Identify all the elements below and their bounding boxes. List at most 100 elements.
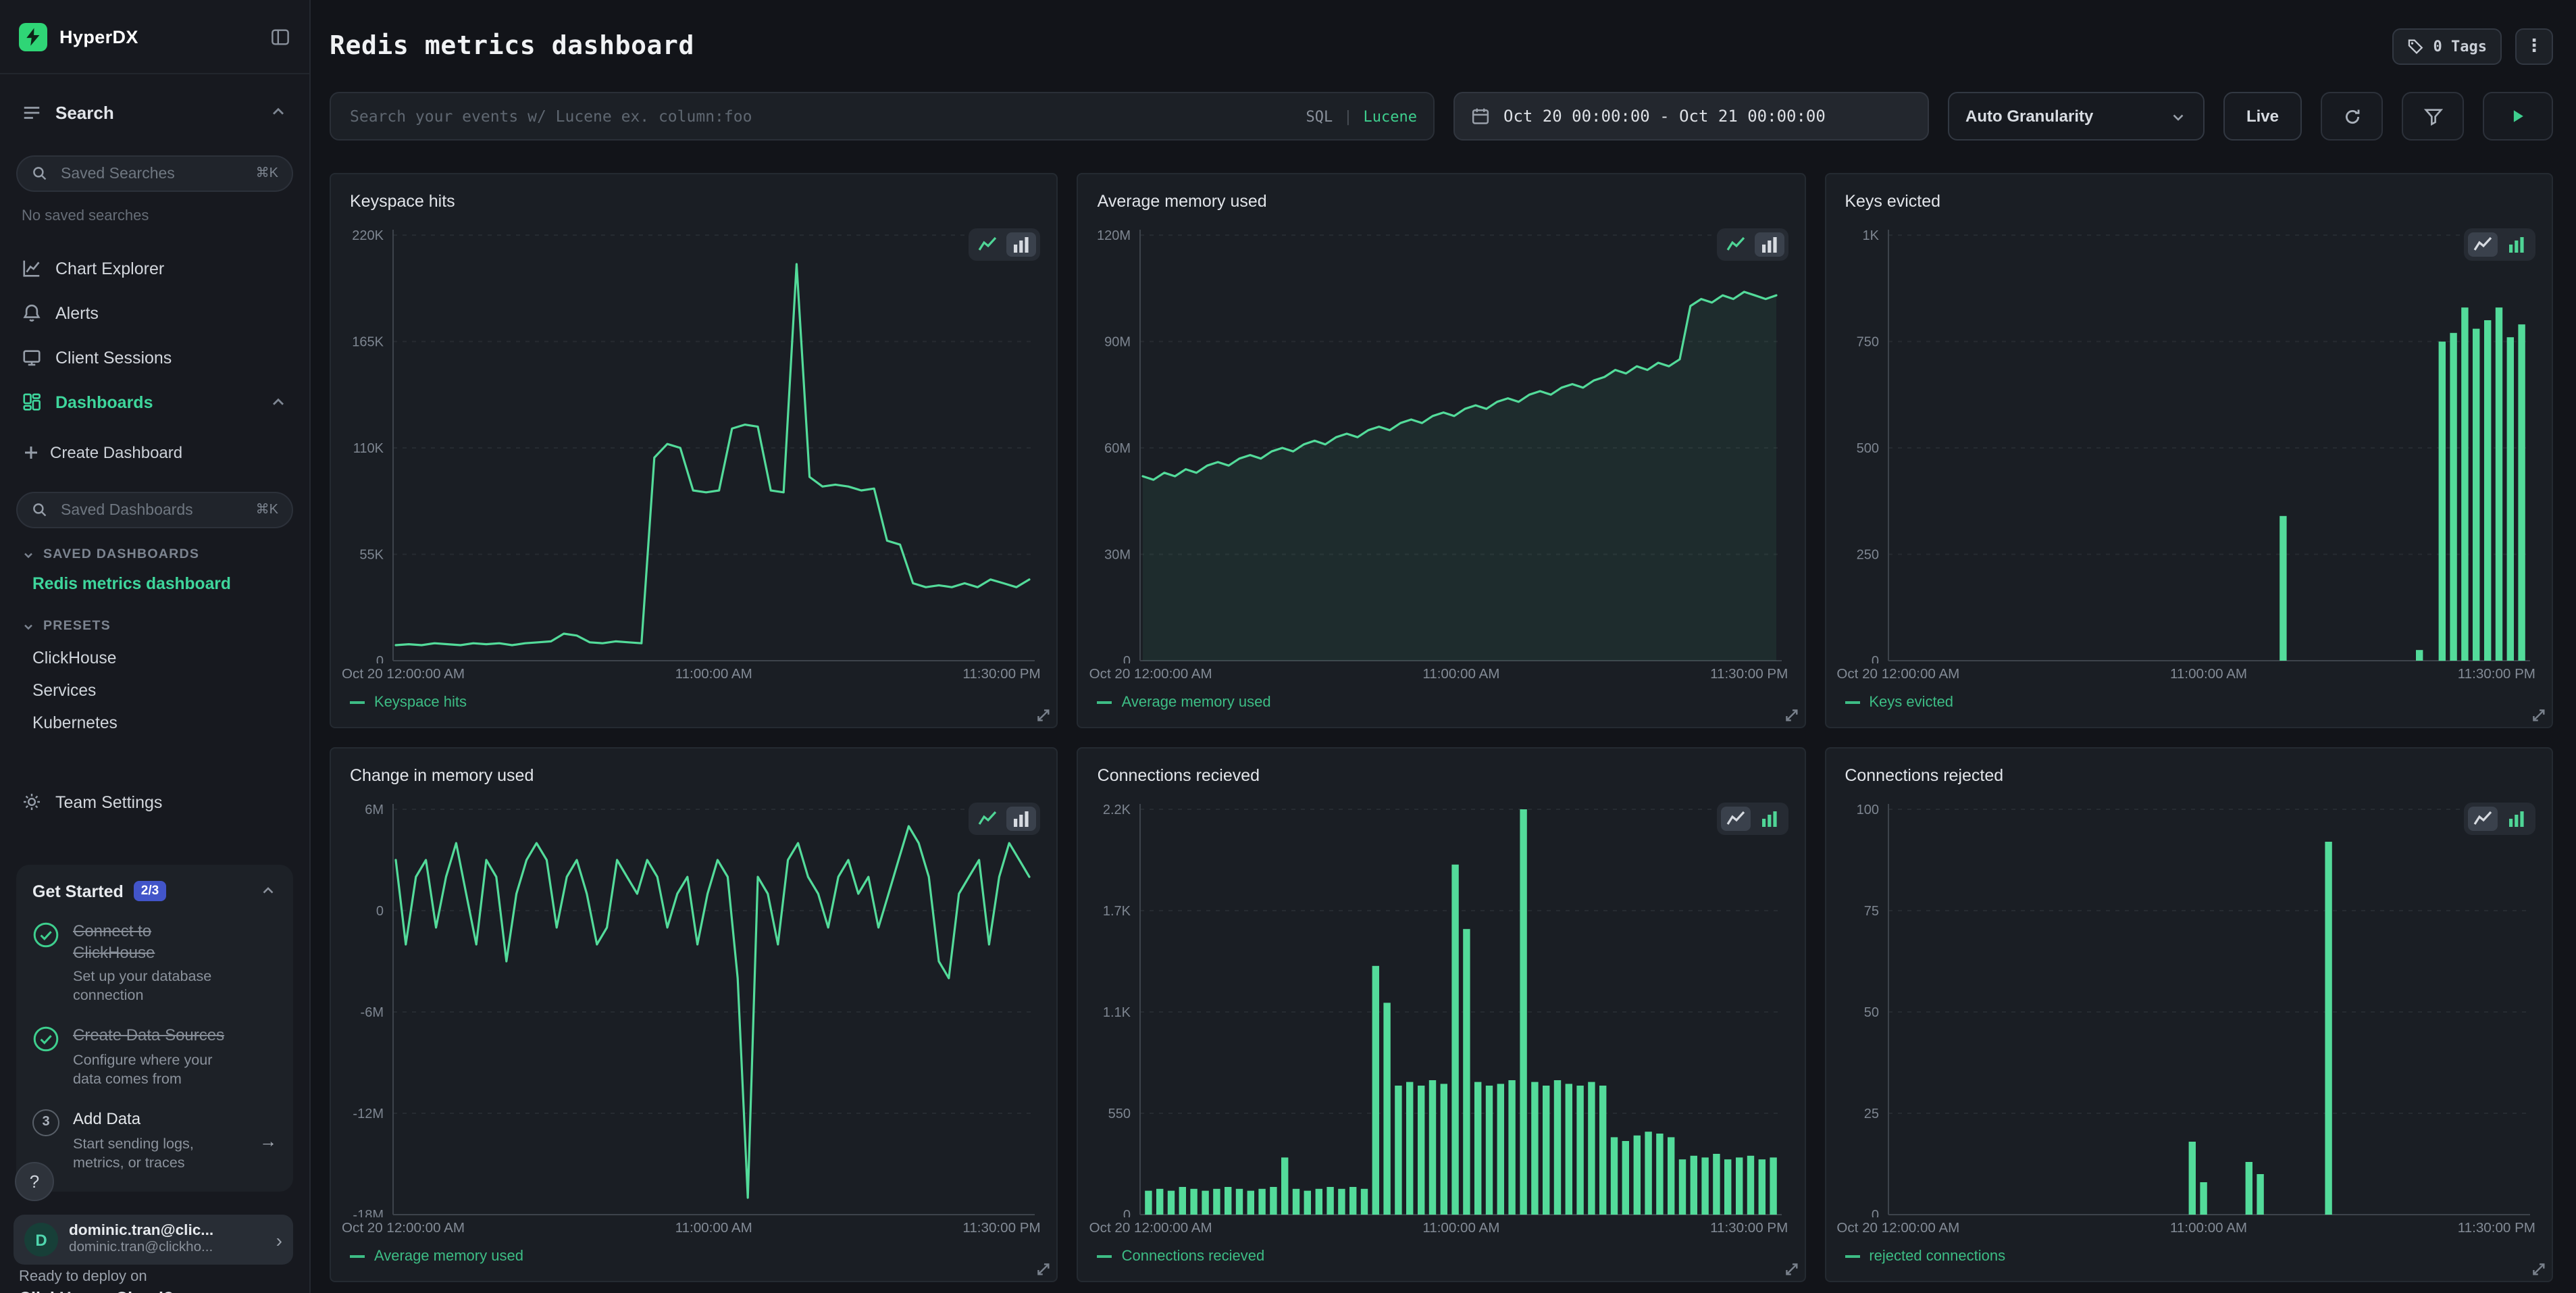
page-title: Redis metrics dashboard <box>330 31 694 61</box>
resize-handle[interactable] <box>2529 1259 2546 1277</box>
legend-line-swatch <box>350 1255 365 1258</box>
sidebar-item-chart-explorer[interactable]: Chart Explorer <box>0 246 309 290</box>
chart-type-toggle <box>1716 228 1788 261</box>
bar-chart-icon[interactable] <box>2502 807 2531 831</box>
chart-plot[interactable]: 05501.1K1.7K2.2K <box>1087 798 1791 1217</box>
sidebar-item-services[interactable]: Services <box>0 674 309 707</box>
logo-row: HyperDX <box>0 0 309 74</box>
chart-legend: Connections recieved <box>1098 1248 1805 1265</box>
chevron-down-icon <box>22 619 35 633</box>
line-chart-icon[interactable] <box>973 232 1003 257</box>
lucene-mode-toggle[interactable]: Lucene <box>1364 107 1418 125</box>
line-chart-icon[interactable] <box>2468 232 2498 257</box>
presets-section-header[interactable]: PRESETS <box>22 619 309 634</box>
search-icon <box>31 501 49 519</box>
sidebar-item-clickhouse[interactable]: ClickHouse <box>0 642 309 674</box>
legend-line-swatch <box>1845 701 1859 704</box>
sidebar-item-kubernetes[interactable]: Kubernetes <box>0 707 309 739</box>
svg-text:0: 0 <box>1124 1208 1131 1217</box>
arrow-right-icon[interactable]: → <box>259 1130 277 1150</box>
get-started-step-connect[interactable]: Connect to ClickHouse Set up your databa… <box>32 921 277 1006</box>
get-started-step-datasources[interactable]: Create Data Sources Configure where your… <box>32 1026 277 1089</box>
resize-handle[interactable] <box>1781 1259 1799 1277</box>
search-list-icon <box>22 102 42 122</box>
sidebar-item-alerts[interactable]: Alerts <box>0 290 309 335</box>
date-range-picker[interactable]: Oct 20 00:00:00 - Oct 21 00:00:00 <box>1453 92 1929 141</box>
collapse-sidebar-icon[interactable] <box>270 26 290 47</box>
saved-dashboards-input[interactable] <box>58 501 247 519</box>
bar-chart-icon[interactable] <box>1754 232 1784 257</box>
clickhouse-cloud-banner[interactable]: Ready to deploy on ClickHouse Cloud? <box>19 1269 174 1293</box>
line-chart-icon[interactable] <box>973 807 1003 831</box>
get-started-step-add-data[interactable]: 3 Add Data Start sending logs, metrics, … <box>32 1109 277 1172</box>
line-chart-icon[interactable] <box>1720 232 1750 257</box>
chart-type-toggle <box>2464 803 2535 835</box>
user-menu[interactable]: D dominic.tran@clic... dominic.tran@clic… <box>14 1215 293 1265</box>
resize-handle[interactable] <box>1034 705 1052 723</box>
play-icon <box>2508 107 2527 126</box>
plus-icon <box>23 445 39 461</box>
svg-text:1.7K: 1.7K <box>1104 904 1132 919</box>
bar-chart-icon[interactable] <box>1754 807 1784 831</box>
sql-mode-toggle[interactable]: SQL <box>1306 107 1333 125</box>
chevron-up-icon[interactable] <box>269 392 288 411</box>
bar-chart-icon[interactable] <box>1007 232 1037 257</box>
saved-dashboards-section-header[interactable]: SAVED DASHBOARDS <box>22 547 309 562</box>
search-icon <box>31 165 49 182</box>
svg-text:120M: 120M <box>1098 228 1131 243</box>
chevron-up-icon[interactable] <box>259 882 277 900</box>
more-menu-button[interactable]: ⋮ <box>2515 28 2553 64</box>
line-chart-icon[interactable] <box>2468 807 2498 831</box>
chart-legend: Average memory used <box>1098 694 1805 711</box>
chevron-up-icon[interactable] <box>269 103 288 122</box>
resize-handle[interactable] <box>2529 705 2546 723</box>
saved-searches-input-wrap: ⌘K <box>16 155 293 192</box>
resize-handle[interactable] <box>1034 1259 1052 1277</box>
panel-average-memory-used: Average memory used 030M60M90M120M Oct 2… <box>1077 173 1806 728</box>
svg-text:50: 50 <box>1863 1005 1878 1020</box>
svg-text:1K: 1K <box>1862 228 1879 243</box>
get-started-card: Get Started 2/3 Connect to ClickHouse Se… <box>16 865 293 1191</box>
chart-canvas: 02505007501K <box>1834 224 2538 663</box>
live-button[interactable]: Live <box>2223 92 2302 141</box>
sidebar-section-search[interactable]: Search <box>8 88 301 136</box>
resize-handle[interactable] <box>1781 705 1799 723</box>
presets-list: ClickHouse Services Kubernetes <box>0 642 309 739</box>
tags-button[interactable]: 0 Tags <box>2393 28 2502 64</box>
panel-keys-evicted: Keys evicted 02505007501K Oct 20 12:00:0… <box>1824 173 2553 728</box>
help-button[interactable]: ? <box>15 1162 54 1201</box>
panel-keyspace-hits: Keyspace hits 055K110K165K220K Oct 20 12… <box>330 173 1058 728</box>
check-circle-icon <box>32 921 59 948</box>
bar-chart-icon[interactable] <box>1007 807 1037 831</box>
sidebar-item-redis-dashboard[interactable]: Redis metrics dashboard <box>0 567 309 600</box>
chart-plot[interactable]: 030M60M90M120M <box>1087 224 1791 663</box>
chart-plot[interactable]: 0255075100 <box>1834 798 2538 1217</box>
refresh-button[interactable] <box>2321 92 2383 141</box>
run-query-button[interactable] <box>2483 92 2553 141</box>
chart-plot[interactable]: 02505007501K <box>1834 224 2538 663</box>
shortcut-hint: ⌘K <box>256 166 278 181</box>
chart-type-toggle <box>1716 803 1788 835</box>
granularity-select[interactable]: Auto Granularity <box>1948 92 2205 141</box>
legend-line-swatch <box>1098 1255 1112 1258</box>
saved-searches-input[interactable] <box>58 164 247 183</box>
app: HyperDX Search ⌘K No saved searches <box>0 0 2576 1293</box>
create-dashboard-button[interactable]: Create Dashboard <box>0 432 309 473</box>
x-axis-labels: Oct 20 12:00:00 AM 11:00:00 AM 11:30:00 … <box>1089 667 1788 682</box>
legend-line-swatch <box>1098 701 1112 704</box>
sidebar-item-client-sessions[interactable]: Client Sessions <box>0 335 309 380</box>
line-chart-icon[interactable] <box>1720 807 1750 831</box>
svg-text:0: 0 <box>1871 654 1878 663</box>
sidebar-item-dashboards[interactable]: Dashboards <box>0 380 309 424</box>
svg-text:-6M: -6M <box>361 1005 384 1020</box>
filter-button[interactable] <box>2402 92 2464 141</box>
sidebar-item-team-settings[interactable]: Team Settings <box>0 780 309 824</box>
bar-chart-icon[interactable] <box>2502 232 2531 257</box>
chart-canvas: 030M60M90M120M <box>1087 224 1791 663</box>
chart-plot[interactable]: 055K110K165K220K <box>339 224 1044 663</box>
brand-name: HyperDX <box>59 26 138 47</box>
event-search-input[interactable] <box>347 105 1293 127</box>
chart-plot[interactable]: 6M0-6M-12M-18M <box>339 798 1044 1217</box>
get-started-header[interactable]: Get Started 2/3 <box>32 881 277 901</box>
svg-text:0: 0 <box>1871 1208 1878 1217</box>
